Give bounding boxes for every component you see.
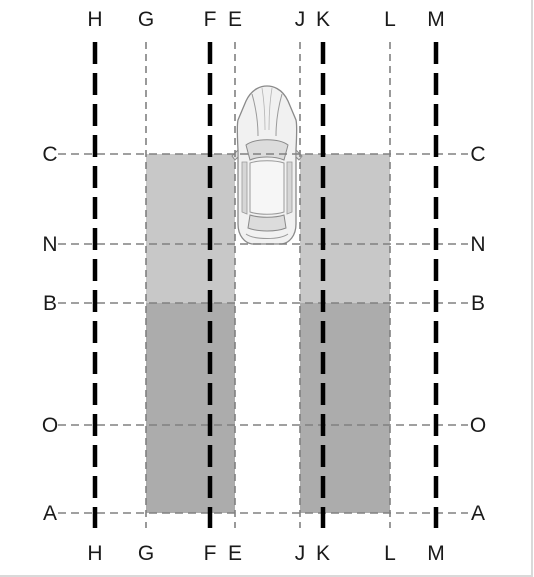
left-zone-upper — [146, 154, 235, 303]
car-top-view-icon — [231, 85, 303, 245]
label-top-g: G — [138, 8, 154, 31]
label-top-m: M — [427, 8, 445, 31]
label-right-n: N — [470, 233, 485, 256]
label-left-c: C — [42, 143, 57, 166]
label-bottom-m: M — [427, 542, 445, 565]
label-bottom-g: G — [138, 542, 154, 565]
label-bottom-k: K — [316, 542, 330, 565]
left-zone-lower — [146, 303, 235, 513]
label-right-c: C — [470, 143, 485, 166]
label-bottom-f: F — [204, 542, 217, 565]
label-right-o: O — [470, 414, 486, 437]
label-left-a: A — [43, 502, 57, 525]
label-bottom-h: H — [87, 542, 102, 565]
label-left-n: N — [42, 233, 57, 256]
label-top-h: H — [87, 8, 102, 31]
zones-layer — [146, 154, 390, 513]
grid-lines-layer — [58, 42, 468, 528]
right-zone-upper — [300, 154, 390, 303]
label-left-o: O — [42, 414, 58, 437]
label-right-b: B — [471, 292, 485, 315]
label-bottom-e: E — [228, 542, 242, 565]
label-top-k: K — [316, 8, 330, 31]
label-top-f: F — [204, 8, 217, 31]
label-top-j: J — [295, 8, 306, 31]
right-zone-lower — [300, 303, 390, 513]
label-left-b: B — [43, 292, 57, 315]
label-top-l: L — [384, 8, 396, 31]
label-bottom-j: J — [295, 542, 306, 565]
label-bottom-l: L — [384, 542, 396, 565]
label-top-e: E — [228, 8, 242, 31]
label-right-a: A — [471, 502, 485, 525]
